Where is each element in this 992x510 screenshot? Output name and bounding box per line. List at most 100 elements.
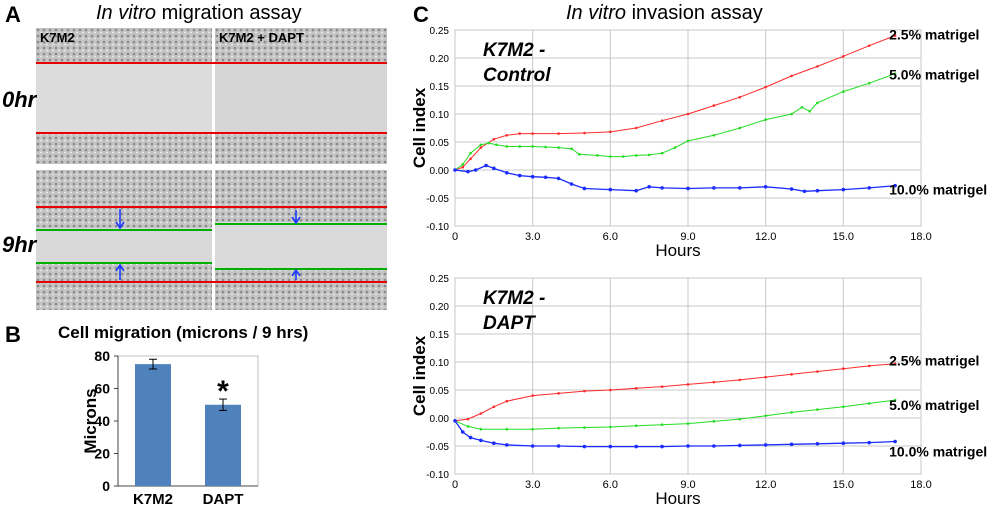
col-label-dapt: K7M2 + DAPT [219,30,304,45]
series-label: 2.5% matrigel [889,353,979,369]
chart-title-line: DAPT [483,313,536,334]
data-point [557,392,560,395]
x-tick-label: 3.0 [525,231,540,243]
data-point [582,186,587,191]
y-tick-label: -0.05 [426,442,449,453]
data-point [842,367,845,371]
data-point [583,426,586,429]
series-label: 5.0% matrigel [889,67,979,83]
category-label: DAPT [203,491,244,508]
data-point [492,137,496,141]
x-tick-label: 0 [452,231,458,243]
data-point [893,398,897,402]
data-point [609,388,612,392]
x-tick-label: 18.0 [910,479,931,491]
y-tick-label: 0.00 [430,414,450,425]
micrograph-dapt-0hr [215,28,387,164]
data-point [505,427,509,431]
panel-c-title: In vitro invasion assay [566,2,763,25]
data-point [634,387,638,390]
data-point [764,414,767,418]
data-point [712,186,716,190]
data-point [504,171,509,175]
x-tick-label: 0 [452,479,458,491]
data-point [808,109,811,113]
y-axis-label: Microns [81,388,100,453]
panel-a-title-rest: migration assay [156,2,302,24]
data-point [466,425,470,428]
x-tick-label: 6.0 [603,479,618,491]
data-point [893,183,897,188]
data-point [789,442,794,447]
data-point [468,435,473,440]
arrow-icon [291,210,301,225]
data-point [479,412,483,415]
bar [135,364,171,486]
data-point [569,182,574,186]
invasion-dapt-chart: -0.10 -0.05 0.00 0.05 0.10 0.15 0.20 0.25 0 3.0 6.… [410,274,987,508]
data-point [712,444,716,448]
y-tick-label: 40 [94,413,110,429]
data-point [517,173,522,178]
migration-bar-chart: Cell migration (microns / 9 hrs) 0 20 40 60 8… [58,323,308,508]
data-point [842,405,845,409]
data-point [686,383,690,386]
data-point [738,95,742,99]
row-label-0hr: 0hr [2,87,37,112]
data-point [530,444,535,448]
data-point [492,166,496,171]
data-point [738,378,742,382]
data-point [505,133,509,137]
data-point [583,131,586,135]
y-tick-label: 20 [94,446,110,462]
data-point [815,188,820,193]
data-point [841,441,846,445]
data-point [660,423,664,427]
data-point [531,427,534,431]
arrow-icon [291,268,301,280]
data-point [867,44,871,47]
data-point [621,155,625,158]
y-tick-label: 0.10 [430,358,450,369]
data-point [712,104,716,107]
micrograph-dapt-9hr [215,170,387,310]
micrograph-k7m2-9hr [36,170,212,310]
data-point [479,427,483,431]
data-point [531,145,534,148]
data-point [596,154,599,157]
data-point [634,424,638,428]
data-point [460,430,465,434]
data-point [492,405,496,409]
significance-asterisk: * [217,375,229,408]
panel-c-title-rest: invasion assay [626,2,763,24]
data-point [789,187,794,191]
data-point [518,145,522,148]
data-point [473,168,478,172]
x-tick-label: 3.0 [525,479,540,491]
x-tick-label: 9.0 [680,479,695,491]
data-point [893,34,897,37]
data-point [712,380,716,384]
data-point [660,444,664,449]
data-point [495,143,498,147]
data-point [609,425,612,429]
data-point [609,130,612,134]
migration-overlay [36,62,387,283]
y-tick-label: 0.20 [430,54,450,65]
data-point [790,74,793,78]
data-point [479,143,483,147]
chart-title-line: Control [483,65,551,86]
data-point [867,402,871,405]
data-point [816,65,819,68]
data-point [764,375,767,379]
data-point [764,118,767,121]
data-point [738,417,742,421]
panel-c-letter: C [413,2,429,27]
data-point [893,362,897,365]
series-label: 10.0% matrigel [889,182,987,198]
data-point [487,141,490,145]
data-point [469,157,472,161]
data-point [557,146,560,149]
chart-title: Cell migration (microns / 9 hrs) [58,323,308,342]
data-point [518,132,522,135]
